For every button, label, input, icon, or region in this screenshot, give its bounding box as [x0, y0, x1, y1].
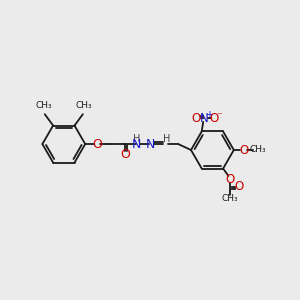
Text: O: O: [92, 138, 102, 151]
Text: O: O: [225, 173, 234, 186]
Text: CH₃: CH₃: [36, 101, 52, 110]
Text: H: H: [163, 134, 170, 144]
Text: N: N: [132, 138, 141, 151]
Text: CH₃: CH₃: [250, 145, 266, 154]
Text: O: O: [210, 112, 219, 125]
Text: O: O: [120, 148, 130, 161]
Text: O: O: [234, 181, 243, 194]
Text: O: O: [191, 112, 200, 125]
Text: O: O: [239, 143, 248, 157]
Text: N: N: [200, 112, 209, 125]
Text: CH₃: CH₃: [75, 101, 92, 110]
Text: N: N: [146, 138, 155, 151]
Text: CH₃: CH₃: [221, 194, 238, 203]
Text: H: H: [133, 134, 140, 144]
Text: ⁻: ⁻: [216, 112, 222, 122]
Text: +: +: [206, 110, 213, 120]
